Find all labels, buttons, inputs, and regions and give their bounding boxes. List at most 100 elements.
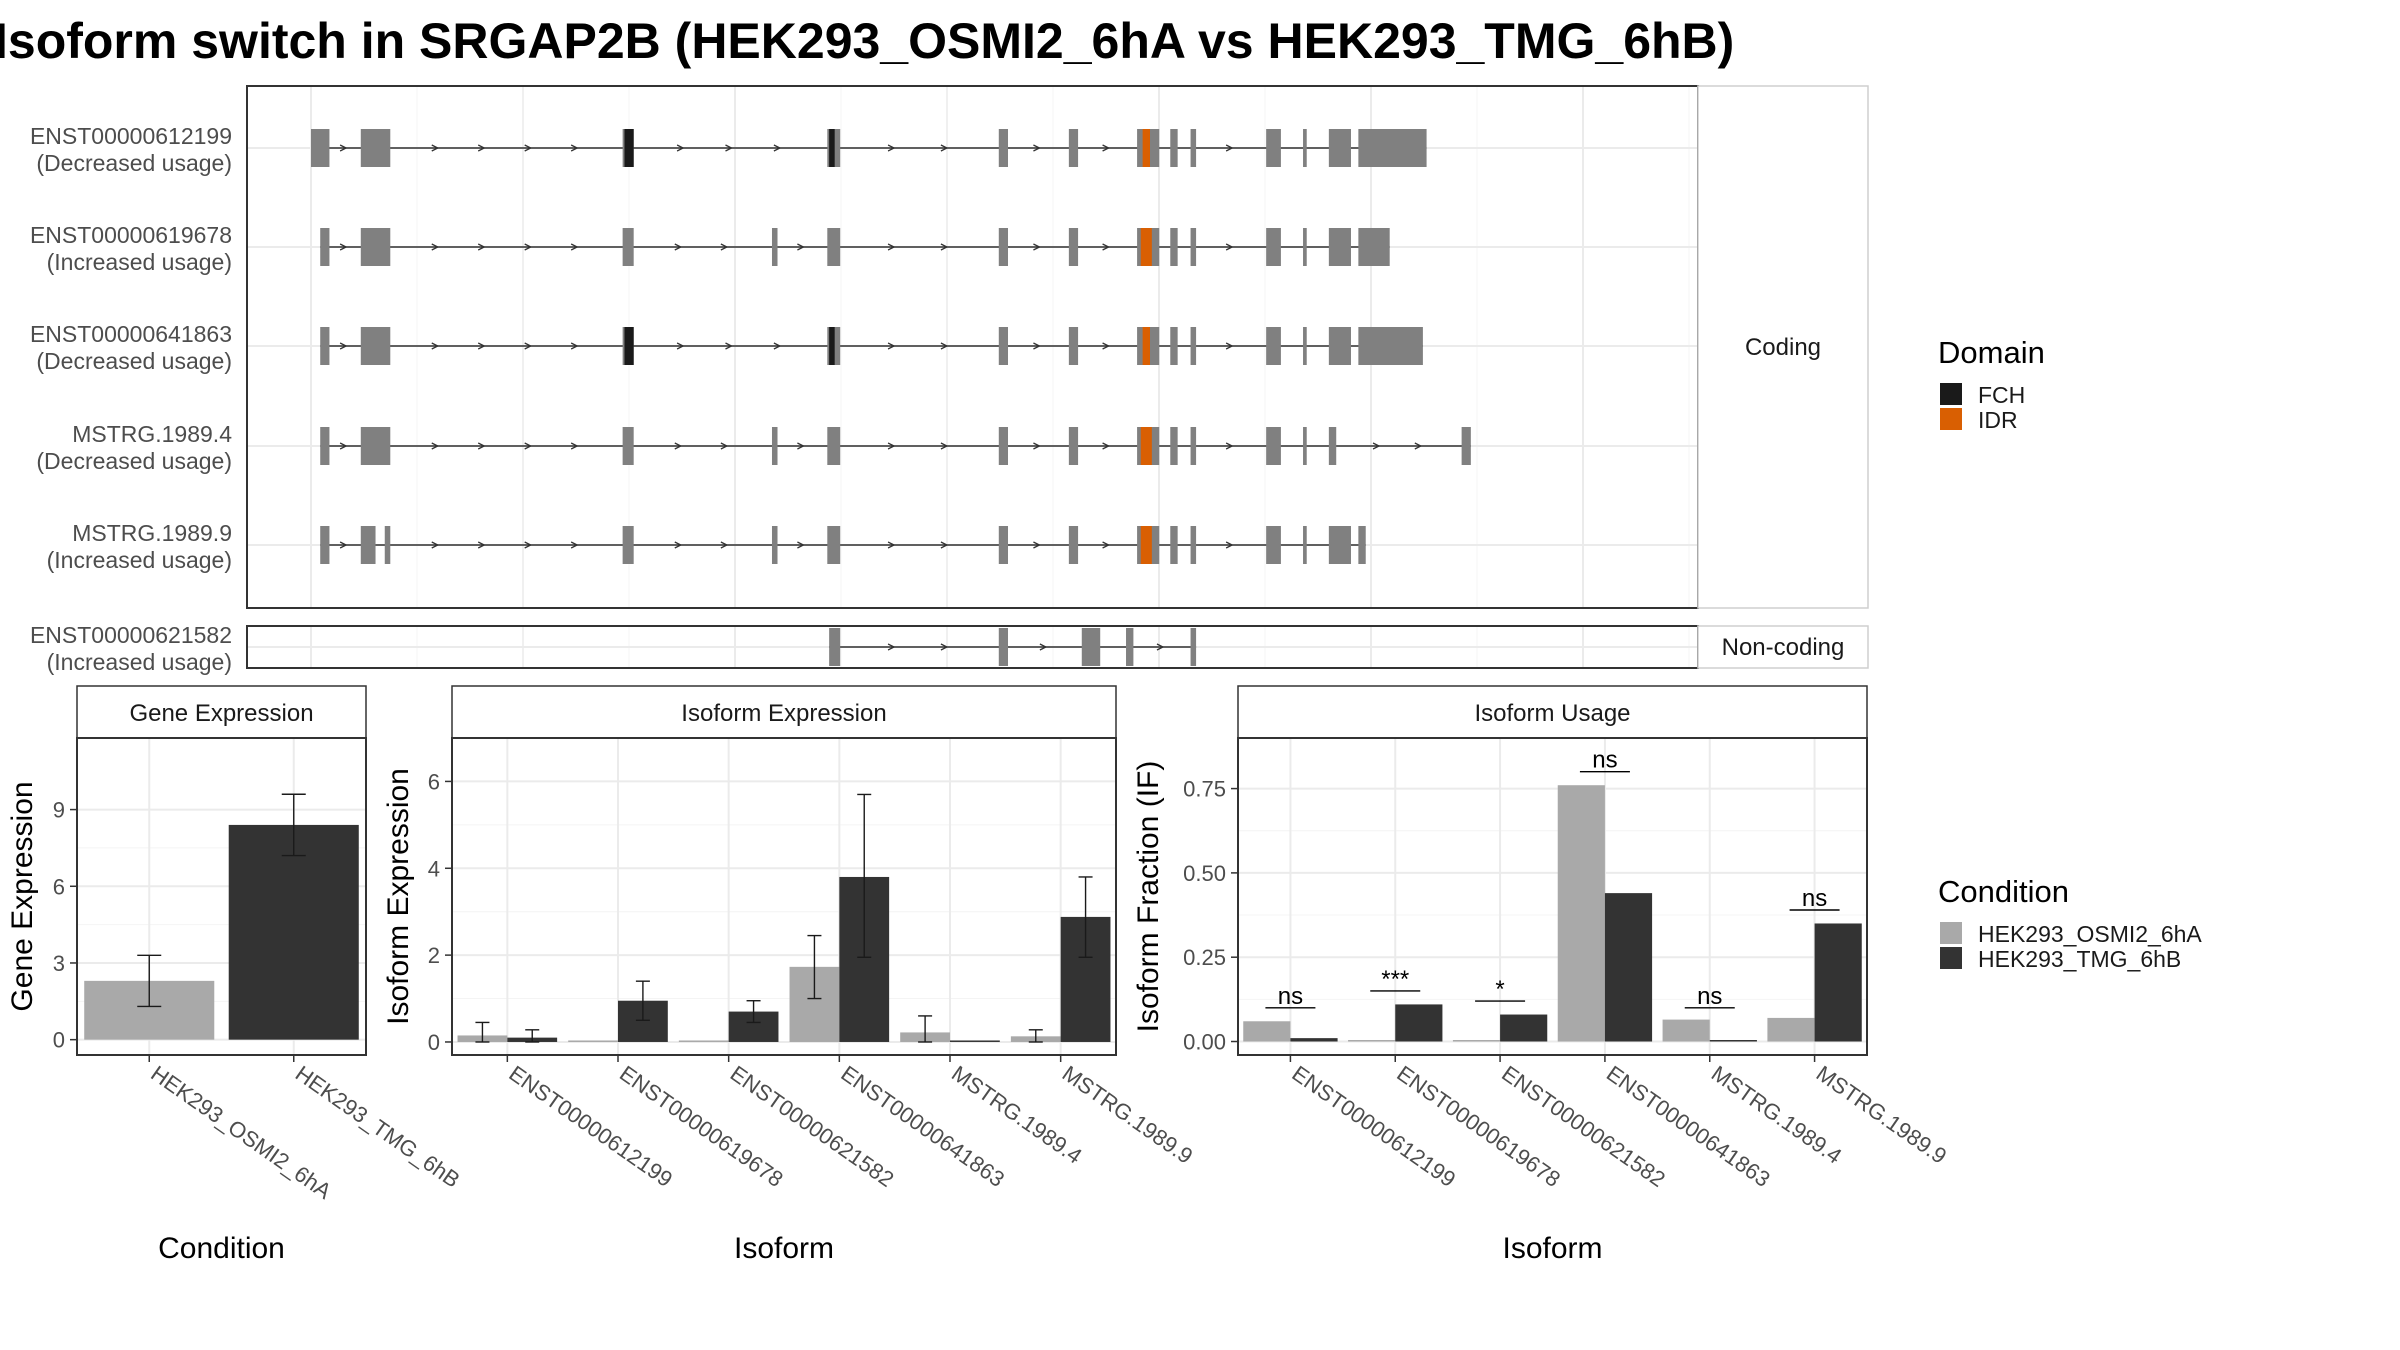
intron-arrow bbox=[431, 144, 440, 152]
intron-arrow bbox=[1102, 442, 1111, 450]
intron-arrow bbox=[674, 541, 683, 549]
panel-border bbox=[76, 737, 367, 1056]
intron-arrow bbox=[339, 442, 348, 450]
exon bbox=[384, 526, 391, 564]
y-axis-title: Isoform Expression bbox=[382, 768, 415, 1025]
intron-arrow bbox=[887, 541, 896, 549]
exon bbox=[360, 228, 391, 266]
intron-arrow bbox=[431, 243, 440, 251]
intron-arrow bbox=[797, 541, 805, 549]
bar bbox=[228, 824, 359, 1040]
exon bbox=[827, 228, 841, 266]
intron-arrow bbox=[1102, 243, 1111, 251]
intron-arrow bbox=[431, 442, 440, 450]
bar bbox=[1557, 785, 1605, 1042]
intron-arrow bbox=[339, 541, 348, 549]
y-tick-label: 9 bbox=[53, 798, 65, 823]
intron-arrow bbox=[570, 342, 579, 350]
intron-arrow bbox=[1225, 442, 1234, 450]
exon bbox=[1068, 427, 1079, 465]
intron-arrow bbox=[1225, 342, 1234, 350]
intron-arrow bbox=[940, 243, 949, 251]
intron-arrow bbox=[477, 144, 486, 152]
exon bbox=[1328, 327, 1351, 365]
exon bbox=[1358, 129, 1427, 167]
x-axis-title: Isoform bbox=[1502, 1232, 1602, 1265]
exon bbox=[1170, 526, 1178, 564]
intron-arrow bbox=[1033, 541, 1041, 549]
transcript-usage-label: (Decreased usage) bbox=[36, 150, 232, 176]
transcript-id-label: ENST00000619678 bbox=[30, 222, 232, 248]
transcript-id-label: ENST00000612199 bbox=[30, 123, 232, 149]
intron-arrow bbox=[570, 144, 579, 152]
intron-arrow bbox=[570, 243, 579, 251]
facet-strip-label: Coding bbox=[1745, 334, 1821, 361]
intron-arrow bbox=[674, 442, 683, 450]
facet-strip-label: Isoform Usage bbox=[1474, 700, 1630, 727]
domain-legend-label: FCH bbox=[1978, 382, 2025, 408]
exon bbox=[1126, 628, 1134, 666]
y-tick-label: 6 bbox=[428, 769, 440, 794]
idr-domain bbox=[1140, 526, 1152, 564]
exon bbox=[829, 628, 841, 666]
intron-arrow bbox=[940, 541, 949, 549]
exon bbox=[827, 526, 841, 564]
intron-arrow bbox=[1372, 442, 1381, 450]
intron-arrow bbox=[524, 144, 533, 152]
transcript-usage-label: (Increased usage) bbox=[47, 649, 232, 675]
intron-arrow bbox=[1033, 442, 1041, 450]
significance-label: ns bbox=[1697, 983, 1722, 1010]
intron-arrow bbox=[887, 144, 896, 152]
exon bbox=[1303, 228, 1307, 266]
intron-arrow bbox=[676, 144, 685, 152]
intron-arrow bbox=[887, 643, 896, 651]
intron-arrow bbox=[773, 144, 782, 152]
intron-arrow bbox=[431, 342, 440, 350]
intron-arrow bbox=[570, 541, 579, 549]
exon bbox=[1328, 129, 1351, 167]
intron-arrow bbox=[477, 442, 486, 450]
intron-arrow bbox=[887, 243, 896, 251]
x-axis-title: Isoform bbox=[734, 1232, 834, 1265]
bar bbox=[1395, 1004, 1443, 1042]
exon bbox=[1170, 327, 1178, 365]
bar bbox=[1604, 893, 1653, 1042]
facet-strip-label: Non-coding bbox=[1722, 634, 1845, 661]
bar bbox=[950, 1040, 1000, 1042]
intron-arrow bbox=[570, 442, 579, 450]
intron-arrow bbox=[1225, 243, 1234, 251]
exon bbox=[1266, 427, 1281, 465]
exon bbox=[998, 427, 1009, 465]
exon bbox=[1358, 327, 1423, 365]
exon bbox=[1170, 129, 1178, 167]
bar bbox=[1662, 1019, 1710, 1042]
intron-arrow bbox=[725, 342, 733, 350]
exon bbox=[360, 427, 391, 465]
panel-border bbox=[451, 737, 1117, 1056]
panel-background bbox=[452, 738, 1116, 1055]
facet-strip bbox=[1697, 625, 1869, 669]
intron-arrow bbox=[477, 541, 486, 549]
fch-domain bbox=[829, 129, 835, 167]
transcript-usage-label: (Increased usage) bbox=[47, 547, 232, 573]
exon bbox=[1266, 327, 1281, 365]
bar bbox=[1243, 1021, 1291, 1042]
condition-legend-key bbox=[1940, 947, 1962, 969]
significance-label: ns bbox=[1802, 885, 1827, 912]
idr-domain bbox=[1140, 228, 1152, 266]
exon bbox=[1190, 526, 1197, 564]
condition-legend-key bbox=[1940, 922, 1962, 944]
intron-arrow bbox=[524, 541, 533, 549]
bar bbox=[1452, 1040, 1501, 1042]
exon bbox=[1303, 526, 1307, 564]
intron-arrow bbox=[887, 442, 896, 450]
y-tick-label: 4 bbox=[428, 856, 440, 881]
exon bbox=[1358, 526, 1366, 564]
intron-arrow bbox=[1039, 643, 1048, 651]
y-tick-label: 0 bbox=[53, 1028, 65, 1053]
exon bbox=[622, 427, 634, 465]
intron-arrow bbox=[339, 144, 348, 152]
exon bbox=[1303, 427, 1307, 465]
exon bbox=[1266, 129, 1281, 167]
condition-legend-label: HEK293_TMG_6hB bbox=[1978, 946, 2181, 972]
